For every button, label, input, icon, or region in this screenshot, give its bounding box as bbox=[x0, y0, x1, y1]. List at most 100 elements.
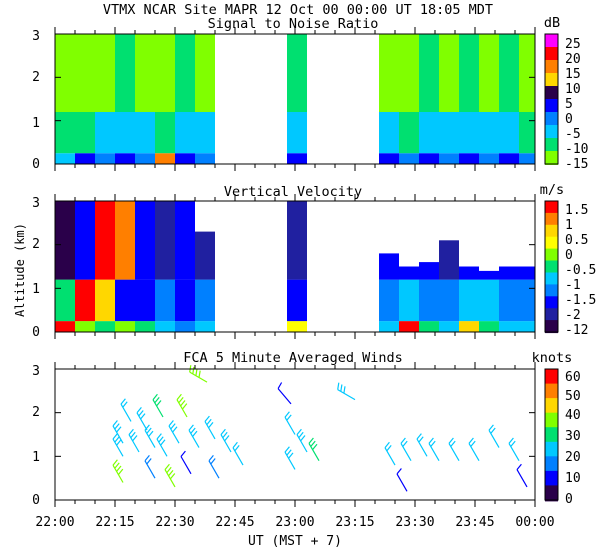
vv-y-tick-label: 3 bbox=[32, 196, 40, 211]
heatmap-cell bbox=[399, 279, 419, 322]
winds-cbar-label: 50 bbox=[565, 389, 581, 404]
x-tick-labels: 22:00 22:15 22:30 22:45 23:00 23:15 23:3… bbox=[35, 515, 554, 530]
heatmap-cell bbox=[399, 34, 419, 112]
wind-barb bbox=[144, 424, 156, 448]
snr-plot-area bbox=[54, 27, 536, 171]
vv-cbar-label: -0.5 bbox=[565, 263, 596, 278]
winds-y-tick-label: 2 bbox=[32, 405, 40, 420]
heatmap-cell bbox=[195, 279, 215, 322]
wind-barb bbox=[284, 411, 296, 435]
colorbar-swatch bbox=[545, 427, 558, 444]
wind-barb bbox=[416, 433, 428, 457]
wind-barb bbox=[284, 446, 296, 470]
colorbar-swatch bbox=[545, 47, 558, 61]
heatmap-cell bbox=[55, 153, 75, 164]
heatmap-cell bbox=[95, 34, 115, 112]
snr-cbar-label: 5 bbox=[565, 97, 573, 112]
colorbar-swatch bbox=[545, 236, 558, 250]
heatmap-cell bbox=[55, 321, 75, 332]
wind-barb bbox=[152, 393, 164, 418]
heatmap-cell bbox=[115, 279, 135, 322]
heatmap-cell bbox=[419, 34, 439, 112]
snr-y-tick-label: 2 bbox=[32, 70, 40, 85]
colorbar-swatch bbox=[545, 125, 558, 139]
vv-title: Vertical Velocity bbox=[224, 184, 362, 200]
wind-barb bbox=[400, 437, 412, 462]
heatmap-cell bbox=[419, 279, 439, 322]
wind-barb bbox=[156, 433, 168, 457]
heatmap-cell bbox=[519, 321, 535, 332]
wind-barb bbox=[180, 450, 192, 475]
winds-panel: FCA 5 Minute Averaged Winds knots 0 1 2 … bbox=[32, 350, 580, 508]
heatmap-cell bbox=[75, 112, 95, 154]
heatmap-cell bbox=[379, 279, 399, 322]
colorbar-swatch bbox=[545, 224, 558, 238]
colorbar-swatch bbox=[545, 73, 558, 87]
heatmap-cell bbox=[75, 153, 95, 164]
wind-barb bbox=[144, 455, 156, 479]
wind-barb bbox=[112, 459, 124, 483]
heatmap-cell bbox=[439, 153, 459, 164]
winds-title: FCA 5 Minute Averaged Winds bbox=[183, 350, 402, 366]
vv-y-tick-label: 2 bbox=[32, 237, 40, 252]
vv-colorbar bbox=[544, 200, 559, 334]
x-tick-label: 23:00 bbox=[275, 515, 314, 530]
heatmap-cell bbox=[479, 34, 499, 112]
vertical-velocity-panel: Vertical Velocity m/s Altitude (km) 0 1 … bbox=[13, 182, 596, 340]
heatmap-cell bbox=[95, 279, 115, 322]
heatmap-cell bbox=[115, 34, 135, 112]
x-tick-label: 00:00 bbox=[515, 515, 554, 530]
colorbar-swatch bbox=[545, 441, 558, 458]
heatmap-cell bbox=[55, 34, 75, 112]
heatmap-cell bbox=[499, 34, 519, 112]
heatmap-cell bbox=[115, 321, 135, 332]
wind-barb bbox=[128, 428, 140, 453]
x-tick-label: 23:30 bbox=[395, 515, 434, 530]
heatmap-cell bbox=[519, 112, 535, 154]
heatmap-cell bbox=[95, 321, 115, 332]
vv-cbar-label: 1 bbox=[565, 218, 573, 233]
heatmap-cell bbox=[419, 112, 439, 154]
heatmap-cell bbox=[115, 153, 135, 164]
heatmap-cell bbox=[379, 34, 399, 112]
heatmap-cell bbox=[479, 279, 499, 322]
vv-cbar-label: 0.5 bbox=[565, 233, 588, 248]
vv-cbar-label: 1.5 bbox=[565, 203, 588, 218]
x-tick-label: 22:00 bbox=[35, 515, 74, 530]
winds-cbar-label: 60 bbox=[565, 370, 581, 385]
heatmap-cell bbox=[519, 279, 535, 322]
heatmap-cell bbox=[55, 279, 75, 322]
heatmap-cell bbox=[115, 112, 135, 154]
heatmap-cell bbox=[379, 253, 399, 280]
heatmap-cell bbox=[75, 201, 95, 280]
winds-y-tick-label: 0 bbox=[32, 493, 40, 508]
colorbar-swatch bbox=[545, 320, 558, 334]
heatmap-cell bbox=[519, 34, 535, 112]
wind-barb bbox=[337, 382, 356, 401]
winds-colorbar-labels: 60 50 40 30 20 10 0 bbox=[565, 370, 581, 507]
heatmap-cell bbox=[155, 279, 175, 322]
snr-y-tick-label: 1 bbox=[32, 116, 40, 131]
heatmap-cell bbox=[287, 112, 307, 154]
colorbar-swatch bbox=[545, 308, 558, 322]
heatmap-cell bbox=[95, 153, 115, 164]
wind-barb bbox=[516, 463, 528, 488]
x-tick-label: 22:30 bbox=[155, 515, 194, 530]
heatmap-cell bbox=[195, 153, 215, 164]
snr-unit: dB bbox=[544, 15, 560, 31]
colorbar-frame bbox=[544, 368, 559, 501]
snr-cbar-label: 15 bbox=[565, 67, 581, 82]
snr-cbar-label: -15 bbox=[565, 157, 588, 172]
x-tick-label: 22:15 bbox=[95, 515, 134, 530]
x-tick-label: 23:15 bbox=[335, 515, 374, 530]
heatmap-cell bbox=[155, 34, 175, 112]
colorbar-frame bbox=[544, 33, 559, 165]
heatmap-cell bbox=[439, 34, 459, 112]
wind-barb bbox=[448, 437, 460, 462]
colorbar-swatch bbox=[545, 86, 558, 100]
colorbar-swatch bbox=[545, 260, 558, 274]
heatmap-cell bbox=[499, 321, 519, 332]
vv-cbar-label: -12 bbox=[565, 323, 588, 338]
heatmap-cell bbox=[459, 34, 479, 112]
